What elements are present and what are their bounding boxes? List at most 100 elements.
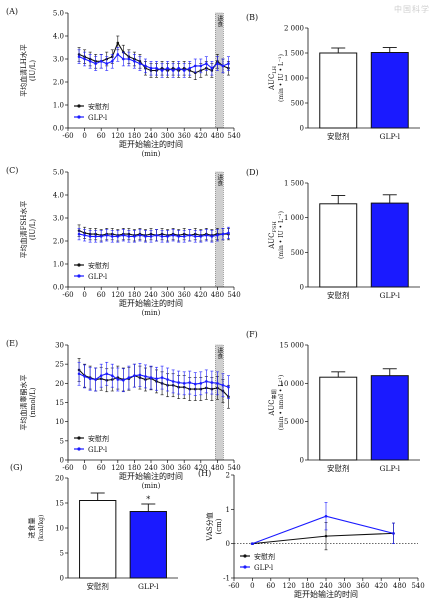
y-tick-label: 5 <box>60 550 64 558</box>
y-tick-label: 0 <box>300 284 304 292</box>
x-tick-label: 0 <box>82 464 86 472</box>
x-tick-label: 300 <box>338 582 351 590</box>
data-point <box>105 372 109 376</box>
data-point <box>199 64 203 68</box>
panel-label-b: (B) <box>246 13 258 22</box>
y-tick-label: -1 <box>223 575 230 583</box>
data-point <box>188 66 192 70</box>
data-point <box>77 232 81 236</box>
bar-placebo <box>319 203 358 288</box>
data-point <box>193 382 197 386</box>
data-point <box>83 57 86 61</box>
y-tick-label: 1.0 <box>53 102 64 110</box>
x-tick-label: 240 <box>144 132 157 140</box>
y-tick-label: 10 000 <box>280 380 305 388</box>
y-tick-label: 5 <box>60 437 64 445</box>
meal-label: 进食 <box>216 173 223 187</box>
bar-glp1 <box>370 52 409 129</box>
legend-label: GLP-l <box>88 446 108 454</box>
data-point <box>94 235 97 238</box>
data-point <box>155 66 158 70</box>
x-tick-label: 180 <box>128 132 141 140</box>
category-label: 安慰剂 <box>327 290 350 300</box>
panel-g: (G) 0 5 10 15 20 进食量 (kcal/kg) 安慰剂 * GLP-l <box>10 463 178 591</box>
y-tick-label: 1 500 <box>284 180 304 188</box>
x-tick-label: 60 <box>97 291 106 299</box>
y-tick-label: 0 <box>60 457 64 465</box>
legend: 安慰剂 GLP-l <box>74 261 109 281</box>
data-point <box>138 62 142 65</box>
series-placebo <box>77 35 230 80</box>
data-point <box>83 375 86 378</box>
y-axis-unit: (kcal/kg) <box>38 515 45 542</box>
data-point <box>166 378 169 381</box>
data-point <box>116 53 120 56</box>
category-label: GLP-l <box>379 291 400 300</box>
legend: 安慰剂 GLP-l <box>74 434 109 454</box>
data-point <box>210 235 214 238</box>
data-point <box>94 378 97 381</box>
category-label: 安慰剂 <box>86 581 109 591</box>
data-point <box>188 381 192 384</box>
data-point <box>324 514 328 518</box>
y-tick-label: 2.0 <box>53 79 64 87</box>
x-tick-label: 0 <box>82 132 86 140</box>
x-tick-label: 60 <box>266 582 275 590</box>
bar-placebo <box>319 376 358 461</box>
data-point <box>166 66 169 70</box>
data-point <box>324 534 328 538</box>
panel-d: (D) 0 500 1 000 1 500 AUCFSH (min • IU • L⁻¹) 安… <box>246 168 420 300</box>
y-axis-unit: (cm) <box>215 518 223 534</box>
series-line <box>78 373 229 388</box>
y-axis-title: 平均血清LH水平 <box>19 44 28 97</box>
panel-label-d: (D) <box>246 168 259 177</box>
data-point <box>205 233 208 237</box>
x-axis-title: 距开始输注的时间 <box>119 139 183 149</box>
series-line <box>78 232 229 237</box>
bar-placebo <box>319 52 358 129</box>
x-tick-label: 540 <box>227 291 240 299</box>
series-glp1 <box>77 226 230 243</box>
data-point <box>133 60 136 63</box>
data-point <box>199 382 203 385</box>
x-tick-label: 240 <box>144 291 157 299</box>
y-axis-title: VAS分值 <box>205 512 214 541</box>
meal-label: 进食 <box>216 14 223 28</box>
data-point <box>99 60 103 63</box>
y-tick-label: 500 <box>291 249 304 257</box>
series-glp1 <box>77 361 230 399</box>
data-point <box>227 62 230 65</box>
y-tick-label: 0.0 <box>53 284 64 292</box>
x-axis-unit: (min) <box>142 150 161 158</box>
x-tick-label: 60 <box>97 132 106 140</box>
data-point <box>110 60 114 63</box>
category-label: GLP-l <box>138 582 159 591</box>
x-tick-label: 480 <box>211 464 224 472</box>
data-point <box>149 235 153 238</box>
y-tick-label: 5 000 <box>284 418 304 426</box>
meal-label: 进食 <box>216 346 223 360</box>
x-tick-label: 0 <box>82 291 86 299</box>
data-point <box>160 235 164 238</box>
data-point <box>122 233 125 237</box>
y-axis-title: 平均血清睾酮水平 <box>19 375 28 431</box>
data-point <box>177 381 180 384</box>
data-point <box>77 372 81 376</box>
data-point <box>105 62 109 65</box>
data-point <box>110 235 114 238</box>
data-point <box>177 235 180 238</box>
data-point <box>160 69 164 72</box>
x-tick-label: 360 <box>178 464 191 472</box>
x-tick-label: 420 <box>194 464 207 472</box>
legend-label: 安慰剂 <box>88 102 109 111</box>
x-tick-label: 300 <box>161 291 174 299</box>
legend-marker <box>77 436 81 440</box>
data-point <box>83 233 86 237</box>
y-tick-label: 20 <box>55 380 64 388</box>
data-point <box>116 378 120 381</box>
legend: 安慰剂 GLP-l <box>74 102 109 122</box>
x-tick-label: -60 <box>62 132 73 140</box>
y-tick-label: 25 <box>55 361 64 369</box>
panel-a: (A) 进食 0.0 1.0 2.0 3.0 4.0 5.0 -60 0 60 120 180 240 30… <box>6 7 241 158</box>
